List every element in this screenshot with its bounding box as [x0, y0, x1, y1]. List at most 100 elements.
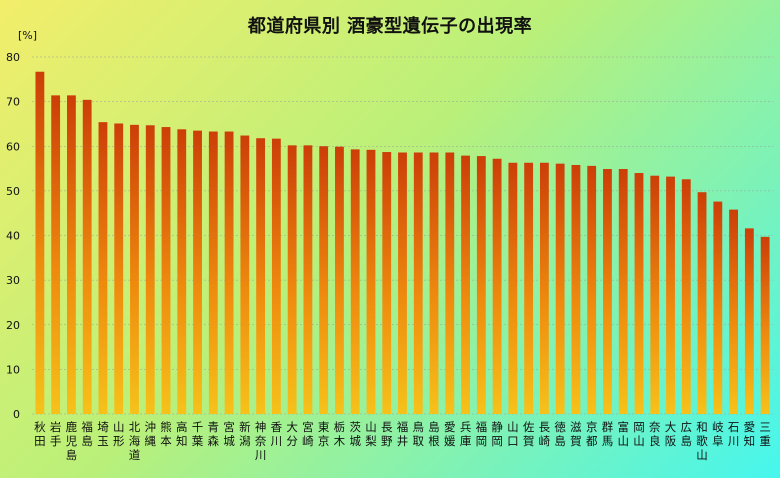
x-tick-label: 山梨 [365, 420, 377, 448]
x-tick-label: 鹿児島 [66, 420, 78, 462]
y-tick-label: 70 [6, 96, 20, 109]
x-tick-label: 福岡 [476, 420, 488, 448]
bar-14 [256, 138, 266, 414]
x-tick-label: 愛媛 [444, 420, 456, 448]
bar-35 [587, 165, 597, 414]
x-tick-label: 栃木 [334, 420, 346, 448]
x-tick-label: 山形 [113, 420, 125, 448]
bar-41 [681, 179, 691, 414]
x-tick-label: 千葉 [192, 420, 204, 448]
y-tick-label: 0 [13, 408, 20, 421]
x-tick-label: 大阪 [665, 420, 677, 448]
bar-0 [35, 71, 45, 414]
bar-26 [445, 152, 455, 414]
bar-43 [713, 201, 723, 414]
bar-6 [130, 124, 139, 414]
x-tick-label: 広島 [681, 420, 693, 448]
x-tick-label: 島根 [428, 420, 440, 448]
bar-9 [177, 129, 187, 415]
bar-20 [350, 149, 360, 414]
bar-15 [271, 138, 281, 414]
bar-22 [382, 152, 392, 414]
x-tick-label: 神奈川 [255, 420, 267, 462]
x-tick-label: 高知 [176, 420, 188, 448]
x-tick-label: 沖縄 [144, 420, 156, 448]
x-tick-label: 福島 [81, 420, 93, 448]
bar-37 [618, 169, 628, 414]
x-tick-label: 和歌山 [696, 420, 708, 462]
x-tick-label: 茨城 [349, 420, 361, 448]
x-tick-label: 岐阜 [712, 420, 724, 448]
y-tick-label: 40 [6, 230, 20, 243]
x-tick-label: 香川 [271, 420, 283, 448]
bar-44 [729, 209, 738, 414]
x-tick-label: 石川 [728, 420, 740, 448]
bar-23 [398, 152, 407, 414]
x-tick-label: 埼玉 [97, 420, 109, 448]
bar-8 [161, 127, 171, 414]
x-tick-label: 群馬 [602, 420, 614, 448]
x-tick-label: 静岡 [491, 420, 503, 448]
x-tick-label: 北海道 [129, 420, 141, 462]
bar-31 [524, 162, 534, 414]
y-axis-ticks: 0 10 20 30 40 50 60 70 80 [6, 51, 20, 421]
x-tick-label: 宮崎 [302, 420, 314, 448]
y-tick-label: 60 [6, 140, 20, 153]
x-tick-label: 大分 [286, 420, 298, 448]
x-tick-label: 京都 [586, 420, 598, 448]
x-tick-label: 佐賀 [523, 420, 535, 448]
bar-18 [319, 146, 329, 414]
y-tick-label: 80 [6, 51, 20, 64]
bar-4 [98, 122, 108, 414]
x-tick-label: 宮城 [223, 420, 235, 448]
x-tick-label: 兵庫 [460, 420, 472, 448]
x-tick-label: 徳島 [554, 420, 566, 448]
bars [35, 71, 770, 415]
bar-34 [571, 164, 581, 414]
bar-7 [145, 125, 155, 415]
bar-45 [744, 228, 754, 414]
bar-38 [634, 173, 644, 414]
bar-24 [413, 152, 423, 414]
x-axis-labels: 秋田岩手鹿児島福島埼玉山形北海道沖縄熊本高知千葉青森宮城新潟神奈川香川大分宮崎東… [34, 420, 771, 462]
x-tick-label: 岩手 [50, 420, 62, 448]
x-tick-label: 長野 [381, 420, 393, 448]
bar-27 [461, 155, 470, 414]
x-tick-label: 長崎 [539, 420, 551, 448]
bar-12 [224, 131, 234, 414]
x-tick-label: 岡山 [633, 420, 645, 448]
x-tick-label: 東京 [318, 420, 330, 448]
x-tick-label: 愛知 [744, 420, 756, 448]
y-tick-label: 20 [6, 319, 20, 332]
y-tick-label: 10 [6, 363, 20, 376]
bar-25 [429, 152, 439, 414]
bar-21 [366, 149, 376, 414]
x-tick-label: 秋田 [34, 420, 46, 448]
bar-5 [114, 123, 124, 415]
bar-17 [303, 145, 313, 415]
x-tick-label: 青森 [208, 420, 220, 448]
bar-10 [193, 130, 202, 414]
x-tick-label: 福井 [397, 420, 409, 448]
bar-3 [82, 99, 92, 414]
y-tick-label: 50 [6, 185, 20, 198]
x-tick-label: 鳥取 [413, 420, 425, 448]
bar-13 [240, 135, 250, 415]
bar-28 [476, 156, 486, 414]
x-tick-label: 奈良 [649, 420, 661, 448]
bar-42 [697, 192, 707, 414]
chart-title: 都道府県別 酒豪型遺伝子の出現率 [247, 16, 533, 37]
x-tick-label: 富山 [617, 420, 629, 448]
bar-46 [760, 236, 770, 414]
bar-32 [539, 162, 549, 414]
bar-39 [650, 175, 660, 414]
x-tick-label: 滋賀 [570, 420, 582, 448]
bar-2 [67, 95, 76, 414]
x-tick-label: 新潟 [239, 420, 251, 448]
y-tick-label: 30 [6, 274, 20, 287]
bar-36 [603, 169, 612, 414]
x-tick-label: 山口 [507, 420, 519, 448]
bar-30 [508, 162, 518, 414]
